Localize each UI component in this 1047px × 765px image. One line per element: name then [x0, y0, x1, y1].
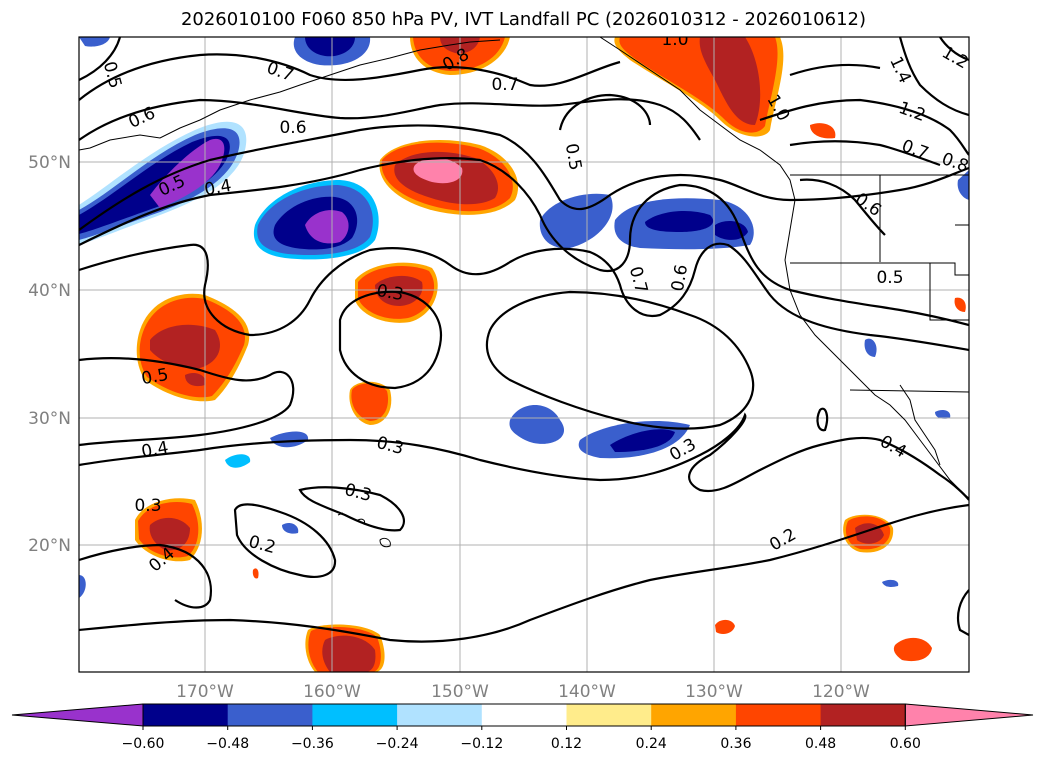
blue-band-northwest — [79, 121, 247, 245]
contour-label: 0.7 — [264, 58, 296, 86]
colorbar-segment — [227, 704, 313, 726]
colorbar-tick-label: 0.24 — [636, 736, 667, 752]
contour-label: 0.4 — [203, 176, 233, 200]
colorbar-tick-label: 0.12 — [551, 736, 582, 752]
ivt-contours — [79, 37, 969, 643]
contour-label: 0.6 — [668, 263, 692, 293]
lat-label: 40°N — [28, 281, 71, 301]
contour-label: 1.4 — [885, 54, 915, 87]
lat-label: 20°N — [28, 536, 71, 556]
lon-label: 160°W — [303, 682, 361, 702]
colorbar-tick-label: −0.60 — [122, 736, 165, 752]
blue-blob-central — [253, 180, 379, 260]
contour-label: 1.2 — [938, 43, 971, 74]
contour-label: 0.7 — [491, 75, 518, 95]
longitude-labels: 170°W 160°W 150°W 140°W 130°W 120°W — [176, 682, 870, 702]
map-title: 2026010100 F060 850 hPa PV, IVT Landfall… — [180, 9, 867, 30]
colorbar-segment — [820, 704, 906, 726]
lon-label: 140°W — [558, 682, 616, 702]
red-blob-gulf-of-alaska — [379, 140, 519, 215]
colorbar-tick-label: −0.48 — [206, 736, 249, 752]
contour-label: 0.4 — [876, 432, 909, 463]
contour-label: 1.2 — [896, 98, 928, 126]
colorbar-extension-low — [11, 703, 144, 727]
colorbar-segment — [397, 704, 483, 726]
lon-label: 130°W — [685, 682, 743, 702]
red-blob-northeast — [614, 37, 966, 312]
colorbar-tick-label: 0.60 — [890, 736, 921, 752]
map-frame — [78, 36, 970, 673]
contour-label: 1.0 — [661, 30, 688, 50]
colorbar-segment — [566, 704, 652, 726]
colorbar: −0.60 −0.48 −0.36 −0.24 −0.12 0.12 0.24 0.36 0.4… — [11, 703, 1034, 752]
contour-label: 0.7 — [625, 264, 651, 295]
colorbar-frame — [142, 703, 906, 727]
contour-label: 0.2 — [766, 525, 799, 556]
lat-label: 30°N — [28, 409, 71, 429]
contour-label: 0.4 — [140, 438, 170, 462]
contour-label: 0.5 — [140, 365, 170, 389]
colorbar-segment — [481, 704, 567, 726]
lon-label: 150°W — [431, 682, 489, 702]
graticule — [79, 37, 969, 672]
contour-label: 0.5 — [876, 268, 903, 288]
colorbar-segment — [651, 704, 737, 726]
lon-label: 120°W — [812, 682, 870, 702]
pv-shading — [79, 37, 969, 672]
contour-label: 0.3 — [374, 433, 405, 459]
lat-label: 50°N — [28, 153, 71, 173]
contour-label: 0.3 — [375, 281, 405, 305]
blue-blob-top — [79, 37, 371, 66]
colorbar-segment — [143, 704, 229, 726]
colorbar-extension-high — [904, 703, 1034, 727]
lon-label: 170°W — [176, 682, 234, 702]
contour-label: 0.6 — [279, 118, 306, 138]
contour-label: 0.3 — [134, 496, 161, 516]
colorbar-tick-label: −0.12 — [460, 736, 503, 752]
contour-label: 0.3 — [342, 480, 373, 506]
colorbar-tick-label: −0.24 — [376, 736, 419, 752]
contour-label: 0.5 — [561, 142, 585, 172]
blue-blobs-east — [79, 170, 969, 598]
colorbar-tick-label: −0.36 — [291, 736, 334, 752]
latitude-labels: 50°N 40°N 30°N 20°N — [28, 153, 71, 556]
red-blobs-small — [135, 381, 932, 672]
colorbar-tick-label: 0.36 — [720, 736, 751, 752]
contour-label: 0.5 — [99, 59, 125, 90]
colorbar-segment — [312, 704, 398, 726]
colorbar-tick-label: 0.48 — [805, 736, 836, 752]
colorbar-segment — [735, 704, 822, 726]
